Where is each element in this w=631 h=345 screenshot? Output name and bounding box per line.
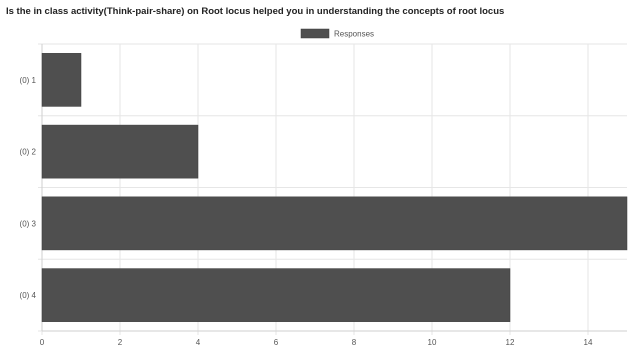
legend-label: Responses bbox=[334, 30, 374, 39]
bar bbox=[41, 268, 511, 322]
x-tick-label: 2 bbox=[118, 338, 123, 345]
x-tick-label: 8 bbox=[352, 338, 357, 345]
x-tick-label: 6 bbox=[274, 338, 279, 345]
x-tick-label: 0 bbox=[40, 338, 45, 345]
bar bbox=[41, 53, 82, 107]
y-tick-label: (0) 4 bbox=[20, 291, 37, 300]
bar bbox=[41, 124, 199, 179]
legend-swatch bbox=[300, 28, 330, 39]
bar bbox=[41, 196, 628, 251]
y-tick-label: (0) 2 bbox=[20, 148, 37, 157]
x-tick-label: 12 bbox=[506, 338, 515, 345]
y-tick-label: (0) 1 bbox=[20, 76, 37, 85]
y-tick-label: (0) 3 bbox=[20, 219, 37, 228]
x-tick-label: 4 bbox=[196, 338, 201, 345]
x-tick-label: 10 bbox=[428, 338, 437, 345]
chart-title: Is the in class activity(Think-pair-shar… bbox=[6, 6, 505, 17]
x-tick-label: 14 bbox=[584, 338, 593, 345]
